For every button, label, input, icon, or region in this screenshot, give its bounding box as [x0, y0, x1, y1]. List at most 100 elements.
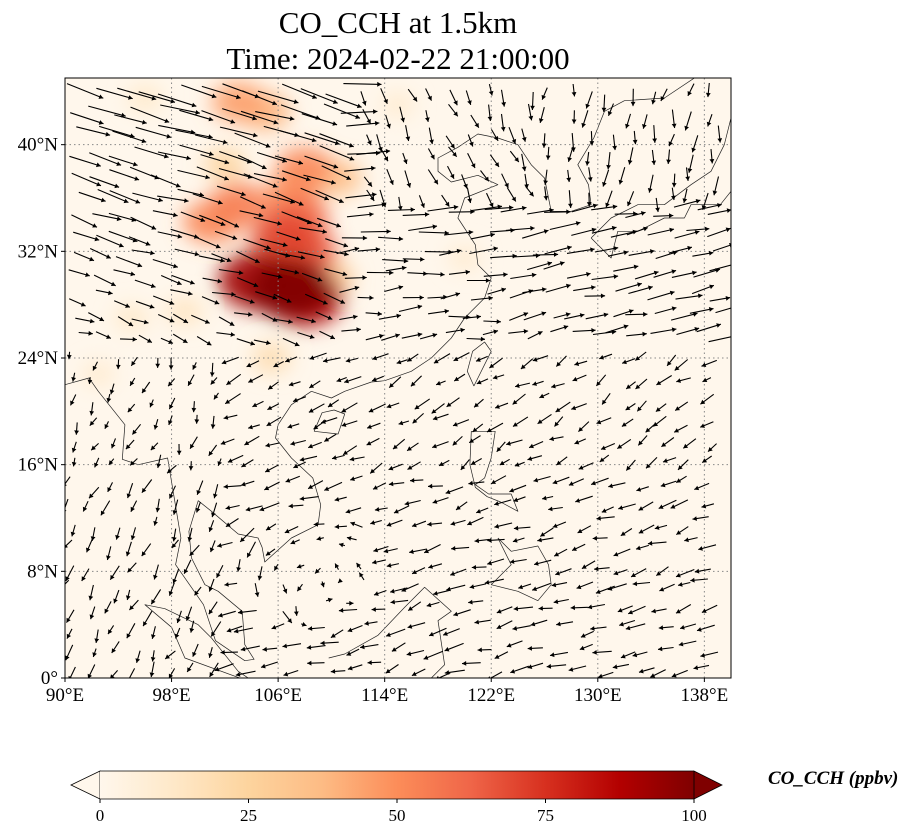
wind-arrow-head: [496, 624, 502, 629]
latitude-axis: 0° 8°N 16°N 24°N 32°N 40°N: [18, 135, 65, 689]
wind-arrow-head: [472, 427, 478, 432]
wind-arrow-head: [433, 179, 438, 185]
wind-arrow-shaft: [296, 216, 323, 228]
wind-arrow-head: [293, 463, 299, 469]
wind-arrow-head: [676, 609, 681, 614]
wind-arrow-shaft: [181, 84, 217, 98]
wind-arrow-head: [290, 539, 296, 545]
wind-arrow-head: [295, 236, 301, 241]
co-plume-15: [208, 182, 268, 227]
wind-arrow-head: [208, 134, 213, 139]
wind-arrow-shaft: [201, 85, 241, 99]
wind-arrow-head: [637, 406, 642, 412]
wind-arrow-head: [489, 363, 495, 368]
wind-arrow-head: [208, 609, 214, 615]
wind-arrow-head: [477, 647, 482, 653]
wind-arrow-head: [592, 650, 597, 655]
wind-arrow-shaft: [545, 284, 571, 293]
wind-arrow-head: [555, 570, 560, 576]
wind-arrow-head: [494, 501, 499, 506]
wind-arrow-shaft: [343, 83, 382, 85]
wind-arrow-head: [518, 584, 523, 590]
wind-arrow-head: [405, 136, 411, 141]
wind-arrow-head: [638, 529, 644, 534]
wind-arrow-head: [151, 225, 157, 230]
wind-arrow-shaft: [216, 185, 246, 196]
wind-arrow-head: [671, 123, 677, 128]
wind-arrow-head: [427, 95, 432, 101]
colorbar-label: CO_CCH (ppbv): [768, 768, 899, 789]
wind-arrow-head: [487, 537, 492, 543]
wind-arrow-head: [671, 195, 676, 200]
wind-arrow-head: [391, 647, 397, 652]
wind-arrow-head: [619, 621, 624, 627]
wind-arrow-head: [547, 261, 552, 266]
wind-arrow-head: [420, 257, 425, 262]
wind-arrow-head: [127, 407, 133, 413]
wind-arrow-head: [248, 312, 253, 317]
wind-arrow-head: [150, 250, 155, 256]
wind-arrow-head: [230, 332, 235, 337]
wind-arrow-head: [444, 230, 449, 236]
wind-arrow-shaft: [319, 145, 355, 161]
wind-arrow-head: [474, 538, 480, 544]
coastlines: [65, 78, 731, 678]
wind-arrow-head: [725, 227, 731, 233]
wind-arrow-head: [701, 608, 707, 613]
wind-arrow-head: [386, 563, 392, 568]
wind-arrow-head: [412, 418, 418, 424]
colorbar-gradient: [100, 771, 694, 799]
wind-arrow-head: [647, 540, 653, 546]
wind-arrow-head: [196, 490, 201, 495]
wind-arrow-head: [554, 552, 559, 557]
wind-arrow-head: [274, 565, 279, 571]
wind-arrow-head: [530, 621, 536, 627]
wind-arrow-head: [599, 355, 604, 360]
wind-arrow-head: [552, 479, 558, 485]
wind-arrow-head: [436, 380, 441, 386]
wind-arrow-shaft: [89, 152, 122, 166]
wind-arrow-head: [211, 512, 216, 518]
wind-arrow-head: [356, 103, 362, 109]
wind-arrow-head: [425, 117, 430, 122]
wind-arrow-head: [501, 102, 506, 107]
wind-arrow-shaft: [693, 268, 721, 278]
wind-arrow-head: [220, 440, 226, 445]
wind-arrow-head: [248, 378, 254, 383]
wind-arrow-head: [317, 222, 323, 228]
wind-arrow-head: [71, 447, 77, 453]
wind-arrow-shaft: [241, 90, 278, 106]
wind-arrow-head: [87, 673, 92, 678]
wind-arrow-head: [356, 562, 361, 568]
wind-arrow-head: [568, 667, 574, 672]
wind-arrow-shaft: [715, 307, 731, 314]
wind-arrow-head: [66, 354, 72, 360]
wind-arrow-head: [343, 242, 348, 248]
coastline-5: [490, 537, 552, 602]
lon-tick-label: 98°E: [152, 685, 190, 706]
wind-arrow-shaft: [469, 247, 499, 255]
wind-arrows: [65, 81, 731, 678]
wind-arrow-head: [698, 546, 703, 551]
wind-arrow-head: [235, 94, 241, 100]
wind-arrow-head: [543, 195, 549, 201]
wind-arrow-head: [520, 364, 526, 369]
wind-arrow-head: [496, 609, 502, 614]
wind-arrow-head: [186, 155, 191, 161]
wind-arrow-head: [130, 380, 135, 386]
wind-arrow-shaft: [134, 146, 169, 158]
wind-arrow-head: [174, 633, 180, 639]
wind-arrow-head: [362, 100, 367, 106]
wind-arrow-head: [168, 365, 174, 370]
coastline-3: [313, 409, 346, 435]
wind-arrow-head: [638, 506, 644, 511]
wind-arrow-head: [692, 312, 698, 317]
wind-arrow-head: [674, 365, 680, 371]
wind-arrow-head: [374, 591, 379, 596]
wind-arrow-head: [94, 462, 99, 468]
wind-arrow-head: [134, 176, 140, 181]
wind-arrow-head: [386, 632, 391, 637]
wind-arrow-head: [284, 528, 290, 534]
wind-arrow-shaft: [300, 88, 338, 104]
wind-arrow-shaft: [192, 193, 223, 205]
